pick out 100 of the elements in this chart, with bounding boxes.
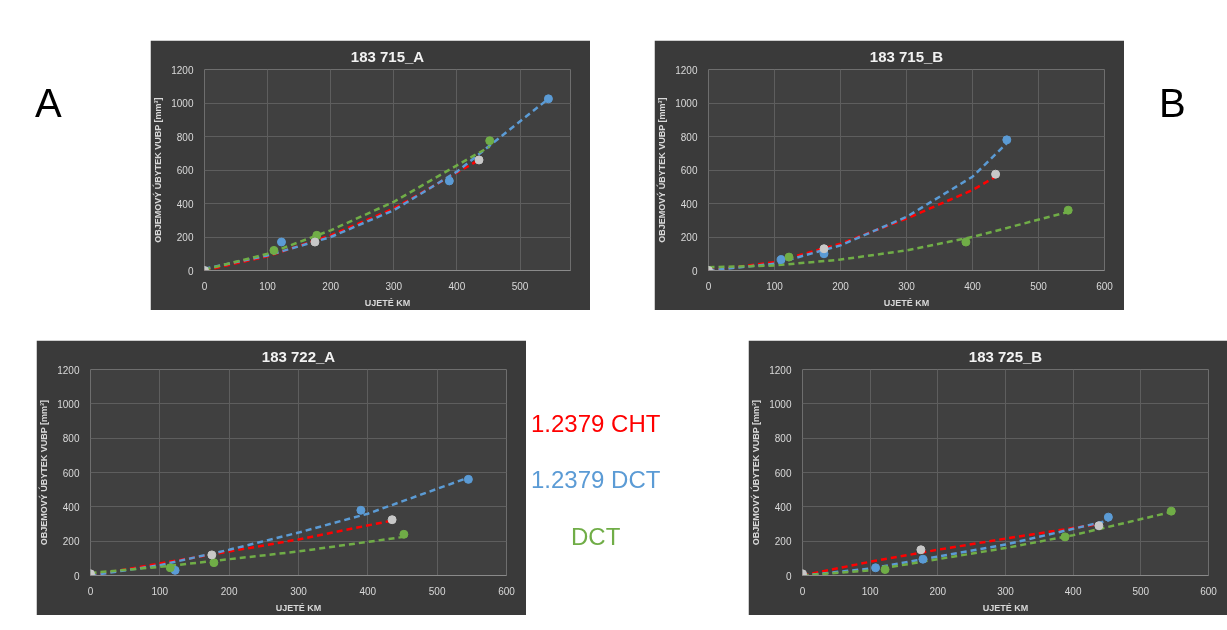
x-tick-label: 0	[705, 280, 712, 292]
y-tick-label: 400	[680, 198, 698, 210]
y-tick-label: 400	[774, 501, 792, 513]
y-tick-label: 800	[680, 131, 698, 143]
x-tick-label: 100	[259, 280, 277, 292]
y-tick-label: 1200	[171, 64, 194, 76]
y-tick-label: 800	[774, 433, 792, 445]
x-tick-label: 300	[997, 585, 1015, 597]
y-tick-label: 0	[691, 265, 698, 277]
y-tick-label: 600	[680, 165, 698, 176]
point	[784, 252, 794, 262]
x-tick-label: 500	[1132, 585, 1150, 597]
point	[871, 563, 881, 573]
y-tick-label: 400	[62, 501, 80, 513]
point	[991, 169, 1001, 179]
point	[543, 94, 553, 104]
x-tick-label: 0	[201, 280, 208, 292]
y-axis-title: OBJEMOVÝ ÚBYTEK VUBP [mm³]	[656, 97, 668, 243]
x-tick-label: 300	[385, 280, 403, 292]
x-tick-label: 600	[498, 585, 516, 597]
x-tick-label: 100	[766, 280, 784, 292]
point	[165, 563, 175, 573]
x-tick-label: 600	[1096, 280, 1114, 292]
text: DCT	[570, 521, 622, 552]
x-tick-label: 300	[290, 585, 308, 597]
y-tick-label: 1200	[57, 364, 80, 376]
y-axis-title: OBJEMOVÝ ÚBYTEK VUBP [mm³]	[152, 97, 164, 243]
y-tick-label: 0	[73, 570, 80, 582]
y-tick-label: 800	[62, 433, 80, 445]
y-tick-label: 200	[62, 536, 80, 548]
point	[207, 550, 217, 560]
point	[387, 515, 397, 525]
point	[485, 136, 495, 146]
point	[310, 237, 320, 247]
point	[1094, 521, 1104, 531]
x-axis-title: UJETÉ KM	[364, 297, 411, 308]
x-axis-title: UJETÉ KM	[275, 602, 322, 613]
x-tick-label: 0	[87, 585, 94, 597]
point	[269, 245, 279, 255]
y-tick-label: 600	[62, 467, 80, 479]
y-tick-label: 1000	[675, 98, 698, 109]
x-tick-label: 400	[359, 585, 377, 597]
y-tick-label: 400	[176, 198, 194, 210]
y-tick-label: 200	[176, 232, 194, 243]
point	[356, 505, 366, 515]
x-axis-title: UJETÉ KM	[883, 297, 930, 308]
point	[961, 237, 971, 247]
x-tick-label: 600	[1200, 585, 1218, 597]
y-tick-label: 0	[785, 570, 792, 582]
point	[474, 155, 484, 165]
point	[819, 244, 829, 254]
x-tick-label: 100	[151, 585, 169, 597]
point	[1060, 532, 1070, 542]
y-axis-title: OBJEMOVÝ ÚBYTEK VUBP [mm³]	[38, 399, 50, 546]
text: 1.2379 DCT	[531, 465, 661, 496]
point	[880, 565, 890, 574]
y-tick-label: 1000	[171, 98, 194, 109]
y-tick-label: 1000	[769, 398, 792, 410]
x-tick-label: 500	[428, 585, 446, 597]
x-tick-label: 200	[322, 280, 340, 292]
y-tick-label: 1200	[769, 364, 792, 376]
point	[276, 237, 286, 247]
point	[1063, 205, 1073, 215]
y-tick-label: 600	[774, 467, 792, 479]
point	[1166, 506, 1176, 516]
y-tick-label: 200	[774, 536, 792, 548]
x-tick-label: 0	[799, 585, 806, 597]
text: A	[34, 80, 62, 127]
y-tick-label: 200	[680, 232, 698, 243]
y-tick-label: 800	[176, 131, 194, 143]
x-tick-label: 400	[964, 280, 982, 292]
chart-title: 183 722_A	[261, 347, 336, 365]
x-tick-label: 200	[929, 585, 947, 597]
chart-title: 183 715_A	[350, 47, 425, 65]
point	[918, 554, 928, 564]
point	[463, 474, 473, 484]
point	[916, 545, 926, 555]
chart-title: 183 715_B	[869, 47, 944, 65]
x-tick-label: 300	[898, 280, 916, 292]
x-tick-label: 400	[448, 280, 466, 292]
point	[444, 176, 454, 186]
point	[776, 255, 786, 265]
x-tick-label: 200	[220, 585, 238, 597]
y-axis-title: OBJEMOVÝ ÚBYTEK VUBP [mm³]	[750, 399, 762, 546]
point	[1002, 135, 1012, 145]
x-tick-label: 100	[861, 585, 879, 597]
x-axis-title: UJETÉ KM	[982, 602, 1029, 613]
point	[399, 529, 409, 539]
point	[209, 558, 219, 568]
x-tick-label: 200	[832, 280, 850, 292]
x-tick-label: 400	[1064, 585, 1082, 597]
y-tick-label: 600	[176, 165, 194, 176]
x-tick-label: 500	[511, 280, 529, 292]
y-tick-label: 0	[187, 265, 194, 277]
point	[1103, 512, 1113, 522]
text: 1.2379 CHT	[531, 409, 661, 439]
text: B	[1158, 80, 1186, 127]
y-tick-label: 1000	[57, 398, 80, 410]
chart-title: 183 725_B	[968, 347, 1043, 365]
y-tick-label: 1200	[675, 64, 698, 76]
